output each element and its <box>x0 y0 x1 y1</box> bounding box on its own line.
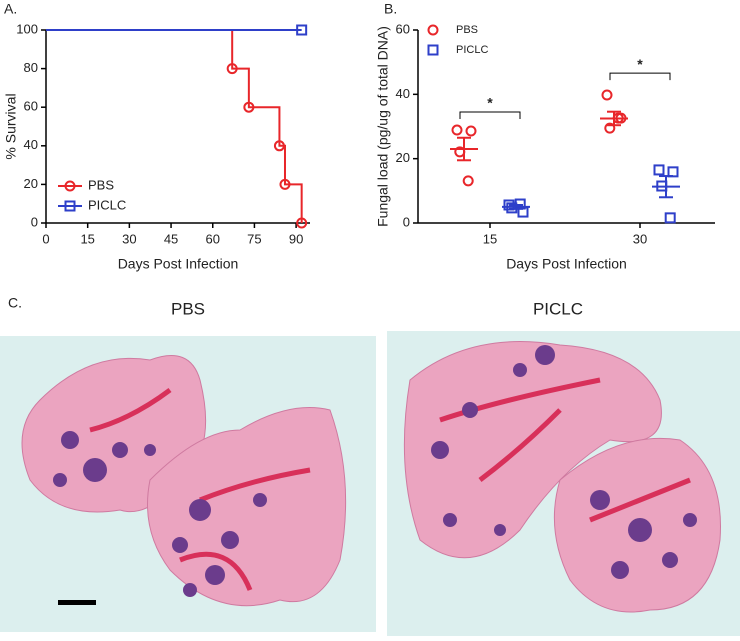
x-tick-label: 15 <box>80 231 94 246</box>
histology-image <box>387 331 740 636</box>
significance-bracket <box>609 72 671 81</box>
x-tick-label: 75 <box>247 231 261 246</box>
y-tick-label: 0 <box>31 214 38 229</box>
data-point <box>604 122 616 134</box>
data-point <box>462 175 474 187</box>
panel-label: B. <box>384 1 397 17</box>
x-axis-label: Days Post Infection <box>506 256 627 272</box>
data-point <box>226 63 238 75</box>
data-point <box>601 89 613 101</box>
data-point <box>296 217 308 229</box>
data-point <box>296 24 308 36</box>
legend-label: PBS <box>88 177 114 192</box>
significance-star: * <box>487 95 493 111</box>
y-tick-label: 80 <box>24 60 38 75</box>
y-tick-label: 20 <box>24 176 38 191</box>
data-point <box>465 125 477 137</box>
data-point <box>279 178 291 190</box>
histology-image <box>0 336 376 632</box>
y-tick-label: 100 <box>16 21 38 36</box>
x-tick-label: 90 <box>289 231 303 246</box>
y-tick-label: 40 <box>396 86 410 101</box>
image-title: PBS <box>171 299 205 318</box>
x-tick-label: 30 <box>122 231 136 246</box>
x-tick-label: 30 <box>633 231 647 246</box>
data-point <box>653 164 665 176</box>
data-point <box>664 212 676 224</box>
y-tick-label: 0 <box>403 214 410 229</box>
survival-line <box>46 29 303 223</box>
panel-label: A. <box>4 1 17 17</box>
legend-marker <box>64 200 76 212</box>
legend-label: PICLC <box>88 197 126 212</box>
legend-marker <box>427 24 439 36</box>
panel-label: C. <box>8 295 22 311</box>
image-title: PICLC <box>533 299 583 318</box>
data-point <box>451 124 463 136</box>
legend-label: PICLC <box>456 44 488 56</box>
x-tick-label: 0 <box>42 231 49 246</box>
significance-bracket <box>459 111 521 120</box>
legend-marker <box>427 44 439 56</box>
x-tick-label: 60 <box>206 231 220 246</box>
significance-star: * <box>637 56 643 72</box>
legend-label: PBS <box>456 24 478 36</box>
data-point <box>667 166 679 178</box>
y-tick-label: 60 <box>396 21 410 36</box>
x-axis-label: Days Post Infection <box>118 256 239 272</box>
y-axis-label: % Survival <box>3 93 19 159</box>
data-point <box>243 101 255 113</box>
legend-marker <box>64 180 76 192</box>
y-axis-label: Fungal load (pg/ug of total DNA) <box>375 26 391 227</box>
y-tick-label: 20 <box>396 150 410 165</box>
x-tick-label: 45 <box>164 231 178 246</box>
y-tick-label: 60 <box>24 99 38 114</box>
data-point <box>273 140 285 152</box>
y-tick-label: 40 <box>24 137 38 152</box>
x-tick-label: 15 <box>483 231 497 246</box>
